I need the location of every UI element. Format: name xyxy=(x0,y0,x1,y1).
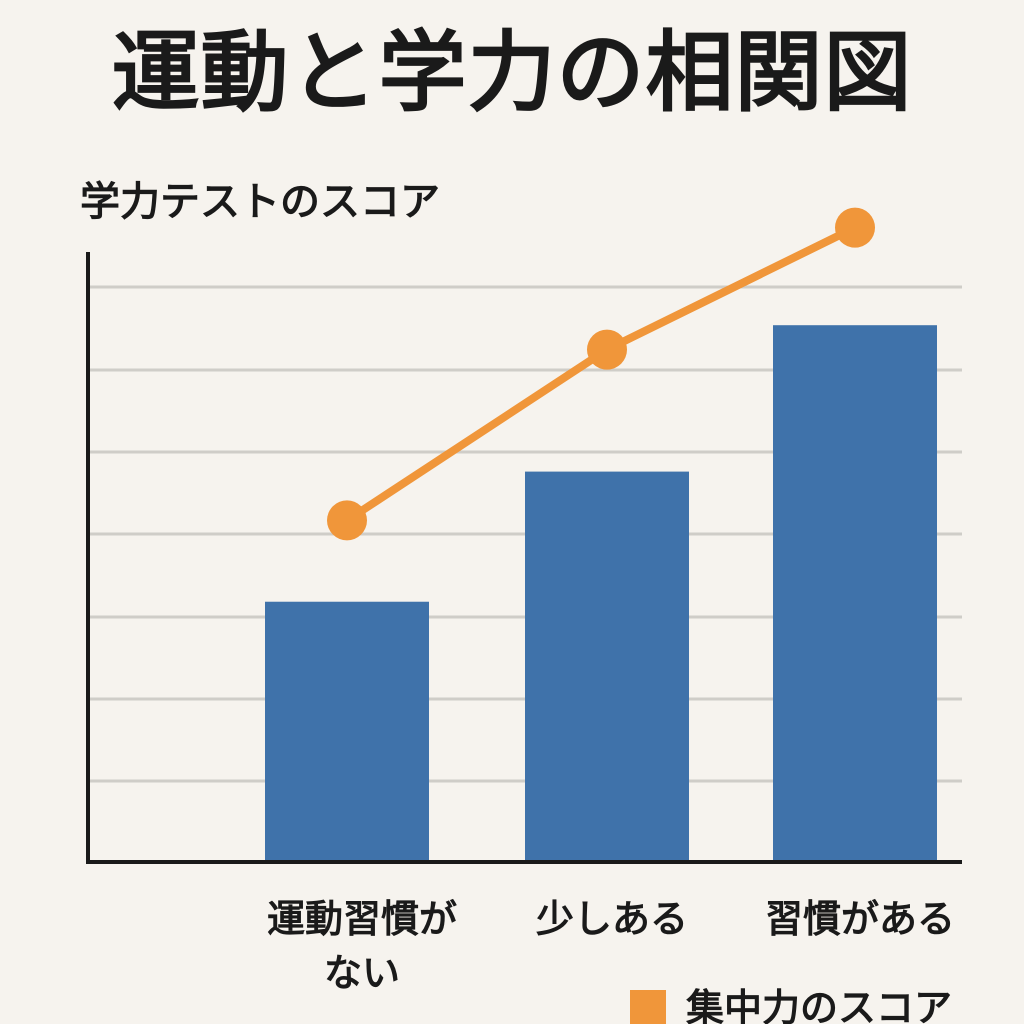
line-point-1 xyxy=(327,500,367,541)
legend: 集中力のスコア xyxy=(630,984,952,1024)
line-point-2 xyxy=(587,329,627,370)
x-tick-label-1: 運動習慣がない xyxy=(267,897,457,995)
x-tick-label-2: 少しある xyxy=(536,897,688,941)
x-tick-labels: 運動習慣がない 少しある 習慣がある xyxy=(267,897,955,995)
x-tick-label-line: 運動習慣が xyxy=(267,897,457,941)
legend-swatch xyxy=(630,990,666,1024)
bar-1 xyxy=(265,601,429,862)
y-axis-label: 学力テストのスコア xyxy=(80,179,440,225)
line-series xyxy=(327,207,875,541)
axes xyxy=(86,252,962,864)
x-tick-label-line: 少しある xyxy=(536,897,688,941)
bar-2 xyxy=(525,471,689,862)
x-tick-label-3: 習慣がある xyxy=(765,897,955,941)
x-tick-label-line: 習慣がある xyxy=(765,897,955,941)
chart-title: 運動と学力の相関図 xyxy=(111,21,913,124)
bar-series xyxy=(265,325,937,862)
x-tick-label-line: ない xyxy=(324,951,400,995)
legend-label: 集中力のスコア xyxy=(686,986,953,1024)
line-point-3 xyxy=(835,207,875,248)
bar-3 xyxy=(773,325,937,862)
